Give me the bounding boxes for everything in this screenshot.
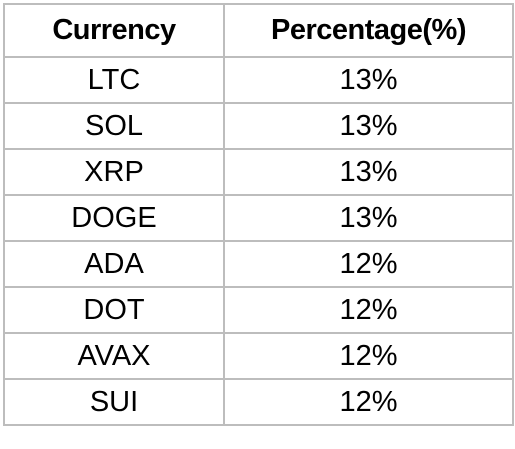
table-row: LTC 13% [3,56,514,104]
currency-cell: ADA [3,240,225,288]
table-body: LTC 13% SOL 13% XRP 13% DOGE 13% ADA 12%… [3,56,514,426]
header-currency: Currency [3,3,225,58]
percentage-cell: 12% [223,332,514,380]
percentage-cell: 13% [223,148,514,196]
percentage-cell: 13% [223,56,514,104]
table-row: DOGE 13% [3,194,514,242]
table-row: XRP 13% [3,148,514,196]
table-row: ADA 12% [3,240,514,288]
table-header: Currency Percentage(%) [3,3,514,58]
table-row: DOT 12% [3,286,514,334]
table-row: SOL 13% [3,102,514,150]
percentage-cell: 12% [223,378,514,426]
currency-cell: DOT [3,286,225,334]
percentage-cell: 12% [223,286,514,334]
currency-cell: SOL [3,102,225,150]
currency-cell: LTC [3,56,225,104]
header-row: Currency Percentage(%) [3,3,514,58]
table-row: SUI 12% [3,378,514,426]
currency-cell: DOGE [3,194,225,242]
percentage-cell: 13% [223,194,514,242]
currency-cell: XRP [3,148,225,196]
table-row: AVAX 12% [3,332,514,380]
percentage-cell: 12% [223,240,514,288]
currency-percentage-table: Currency Percentage(%) LTC 13% SOL 13% X… [3,3,514,426]
currency-cell: AVAX [3,332,225,380]
percentage-cell: 13% [223,102,514,150]
header-percentage: Percentage(%) [223,3,514,58]
currency-cell: SUI [3,378,225,426]
